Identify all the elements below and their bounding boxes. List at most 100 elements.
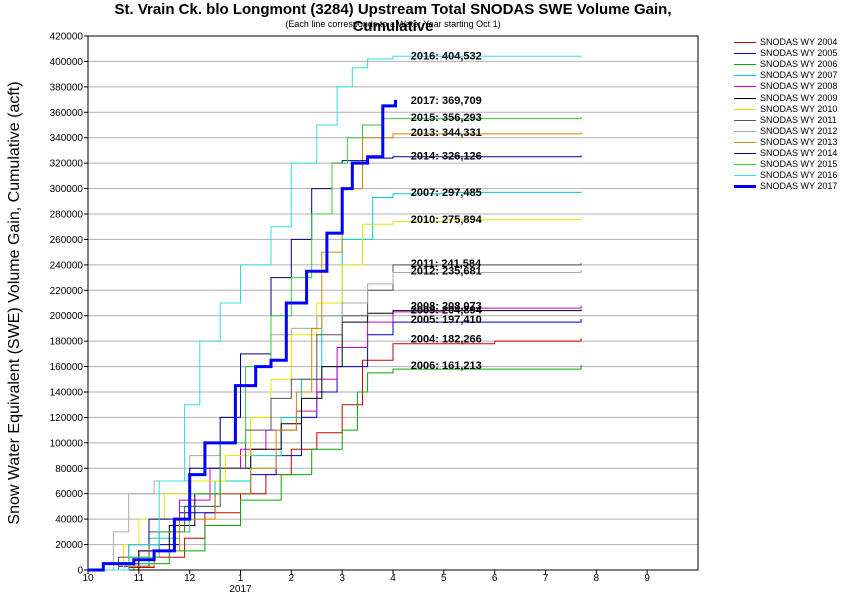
x-tick-label: 6 — [492, 573, 498, 584]
legend-item: SNODAS WY 2013 — [734, 137, 837, 148]
legend-swatch — [734, 86, 756, 88]
x-tick-label: 2 — [289, 573, 295, 584]
series-end-label: 2005: 197,410 — [411, 314, 482, 326]
legend-item: SNODAS WY 2016 — [734, 170, 837, 181]
y-tick-label: 400000 — [50, 57, 84, 68]
x-year-label: 2017 — [229, 584, 252, 595]
legend-label: SNODAS WY 2015 — [760, 159, 838, 170]
series-line — [88, 309, 582, 571]
legend-label: SNODAS WY 2008 — [760, 81, 838, 92]
series-line — [88, 132, 582, 571]
series-line — [88, 338, 582, 571]
y-tick-label: 340000 — [50, 133, 84, 144]
y-tick-label: 160000 — [50, 362, 84, 373]
series-line — [88, 365, 582, 571]
legend-label: SNODAS WY 2004 — [760, 37, 838, 48]
x-tick-label: 1 — [238, 573, 244, 584]
legend-item: SNODAS WY 2011 — [734, 115, 837, 126]
legend-label: SNODAS WY 2006 — [760, 59, 838, 70]
series-end-label: 2016: 404,532 — [411, 51, 482, 63]
legend-label: SNODAS WY 2009 — [760, 92, 838, 103]
legend-label: SNODAS WY 2013 — [760, 136, 838, 147]
series-line — [88, 117, 582, 571]
legend-item: SNODAS WY 2015 — [734, 159, 837, 170]
chart-legend: SNODAS WY 2004 SNODAS WY 2005 SNODAS WY 20… — [734, 37, 837, 192]
series-line — [88, 262, 582, 571]
legend-swatch — [734, 152, 756, 154]
series-end-label: 2011: 241,584 — [411, 258, 482, 270]
series-line — [88, 191, 582, 571]
legend-label: SNODAS WY 2016 — [760, 170, 838, 181]
legend-label: SNODAS WY 2012 — [760, 125, 838, 136]
legend-label: SNODAS WY 2010 — [760, 103, 838, 114]
x-tick-label: 5 — [441, 573, 447, 584]
y-tick-label: 140000 — [50, 388, 84, 399]
series-end-label: 2006: 161,213 — [411, 360, 482, 372]
y-tick-label: 360000 — [50, 108, 84, 119]
series-end-label: 2017: 369,709 — [411, 95, 482, 107]
y-tick-label: 40000 — [55, 515, 83, 526]
legend-swatch — [734, 53, 756, 55]
y-tick-label: 20000 — [55, 540, 83, 551]
y-tick-label: 300000 — [50, 184, 84, 195]
series-end-label: 2010: 275,894 — [411, 214, 483, 226]
legend-label: SNODAS WY 2007 — [760, 70, 838, 81]
legend-swatch — [734, 175, 756, 177]
legend-swatch — [734, 97, 756, 99]
legend-item: SNODAS WY 2017 — [734, 181, 837, 192]
y-tick-label: 0 — [77, 566, 83, 577]
x-tick-label: 12 — [184, 573, 196, 584]
x-tick-label: 7 — [543, 573, 549, 584]
x-tick-label: 9 — [644, 573, 650, 584]
legend-swatch — [734, 164, 756, 166]
x-tick-label: 11 — [134, 573, 145, 584]
y-tick-label: 260000 — [50, 235, 84, 246]
legend-label: SNODAS WY 2017 — [760, 181, 838, 192]
series-line — [88, 99, 397, 572]
legend-item: SNODAS WY 2009 — [734, 92, 837, 103]
series-end-label: 2009: 204,894 — [411, 304, 483, 316]
legend-label: SNODAS WY 2011 — [760, 114, 837, 125]
series-end-label: 2012: 235,681 — [411, 265, 482, 277]
legend-swatch — [734, 130, 756, 132]
legend-item: SNODAS WY 2008 — [734, 81, 837, 92]
series-line — [88, 55, 582, 571]
y-tick-label: 420000 — [50, 32, 84, 43]
legend-swatch — [734, 141, 756, 143]
legend-swatch — [734, 119, 756, 121]
x-tick-label: 10 — [82, 573, 94, 584]
legend-item: SNODAS WY 2007 — [734, 70, 837, 81]
legend-label: SNODAS WY 2014 — [760, 147, 838, 158]
plot-frame — [87, 35, 699, 571]
y-tick-label: 320000 — [50, 159, 84, 170]
series-line — [88, 305, 582, 571]
series-line — [88, 219, 582, 571]
y-tick-label: 240000 — [50, 260, 84, 271]
legend-item: SNODAS WY 2012 — [734, 126, 837, 137]
y-tick-label: 120000 — [50, 413, 84, 424]
series-end-label: 2007: 297,485 — [411, 187, 482, 199]
series-end-label: 2013: 344,331 — [411, 127, 482, 139]
series-line — [88, 155, 582, 571]
y-tick-label: 220000 — [50, 286, 84, 297]
y-tick-label: 280000 — [50, 210, 84, 221]
legend-swatch — [734, 75, 756, 77]
legend-swatch — [734, 185, 756, 189]
y-tick-label: 60000 — [55, 489, 83, 500]
legend-item: SNODAS WY 2004 — [734, 37, 837, 48]
chart-subtitle: (Each line corresponds to a Water Year s… — [285, 19, 501, 29]
y-tick-label: 80000 — [55, 464, 83, 475]
series-end-label: 2008: 208,073 — [411, 300, 482, 312]
y-tick-label: 180000 — [50, 337, 84, 348]
legend-label: SNODAS WY 2005 — [760, 48, 838, 59]
y-tick-label: 380000 — [50, 82, 84, 93]
legend-swatch — [734, 108, 756, 110]
legend-item: SNODAS WY 2010 — [734, 104, 837, 115]
y-tick-label: 100000 — [50, 438, 84, 449]
x-tick-label: 8 — [594, 573, 600, 584]
series-end-label: 2004: 182,266 — [411, 333, 482, 345]
legend-item: SNODAS WY 2005 — [734, 48, 837, 59]
legend-swatch — [734, 42, 756, 44]
series-end-label: 2015: 356,293 — [411, 112, 482, 124]
y-tick-label: 200000 — [50, 311, 84, 322]
